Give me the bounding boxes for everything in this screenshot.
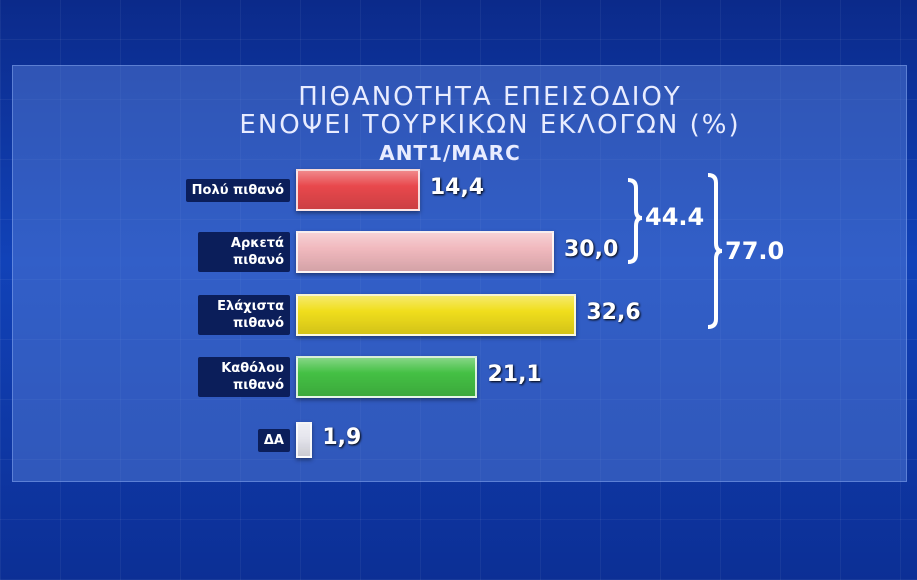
bar: [296, 422, 313, 458]
category-label: Ελάχιστα πιθανό: [198, 295, 290, 335]
value-label: 1,9: [322, 425, 362, 450]
category-label: Καθόλου πιθανό: [198, 357, 290, 397]
bar: [296, 356, 478, 398]
value-label: 14,4: [429, 175, 485, 200]
bracket: [627, 178, 643, 264]
bar: [296, 169, 420, 211]
chart-title: ΠΙΘΑΝΟΤΗΤΑ ΕΠΕΙΣΟΔΙΟΥ: [298, 82, 682, 112]
chart-subtitle: ΕΝΟΨΕΙ ΤΟΥΡΚΙΚΩΝ ΕΚΛΟΓΩΝ (%): [239, 110, 741, 140]
panel: [12, 65, 907, 482]
value-label: 32,6: [586, 300, 641, 325]
value-label: 30,0: [564, 237, 619, 262]
value-label: 21,1: [487, 362, 542, 387]
category-label: Αρκετά πιθανό: [198, 232, 290, 272]
bracket-total: 77.0: [725, 237, 785, 265]
category-label: ΔΑ: [257, 428, 290, 452]
source: ANT1/MARC: [379, 141, 521, 165]
bar: [296, 231, 554, 273]
bracket-total: 44.4: [645, 203, 705, 231]
category-label: Πολύ πιθανό: [185, 178, 290, 202]
bracket: [707, 173, 723, 329]
bar: [296, 294, 577, 336]
